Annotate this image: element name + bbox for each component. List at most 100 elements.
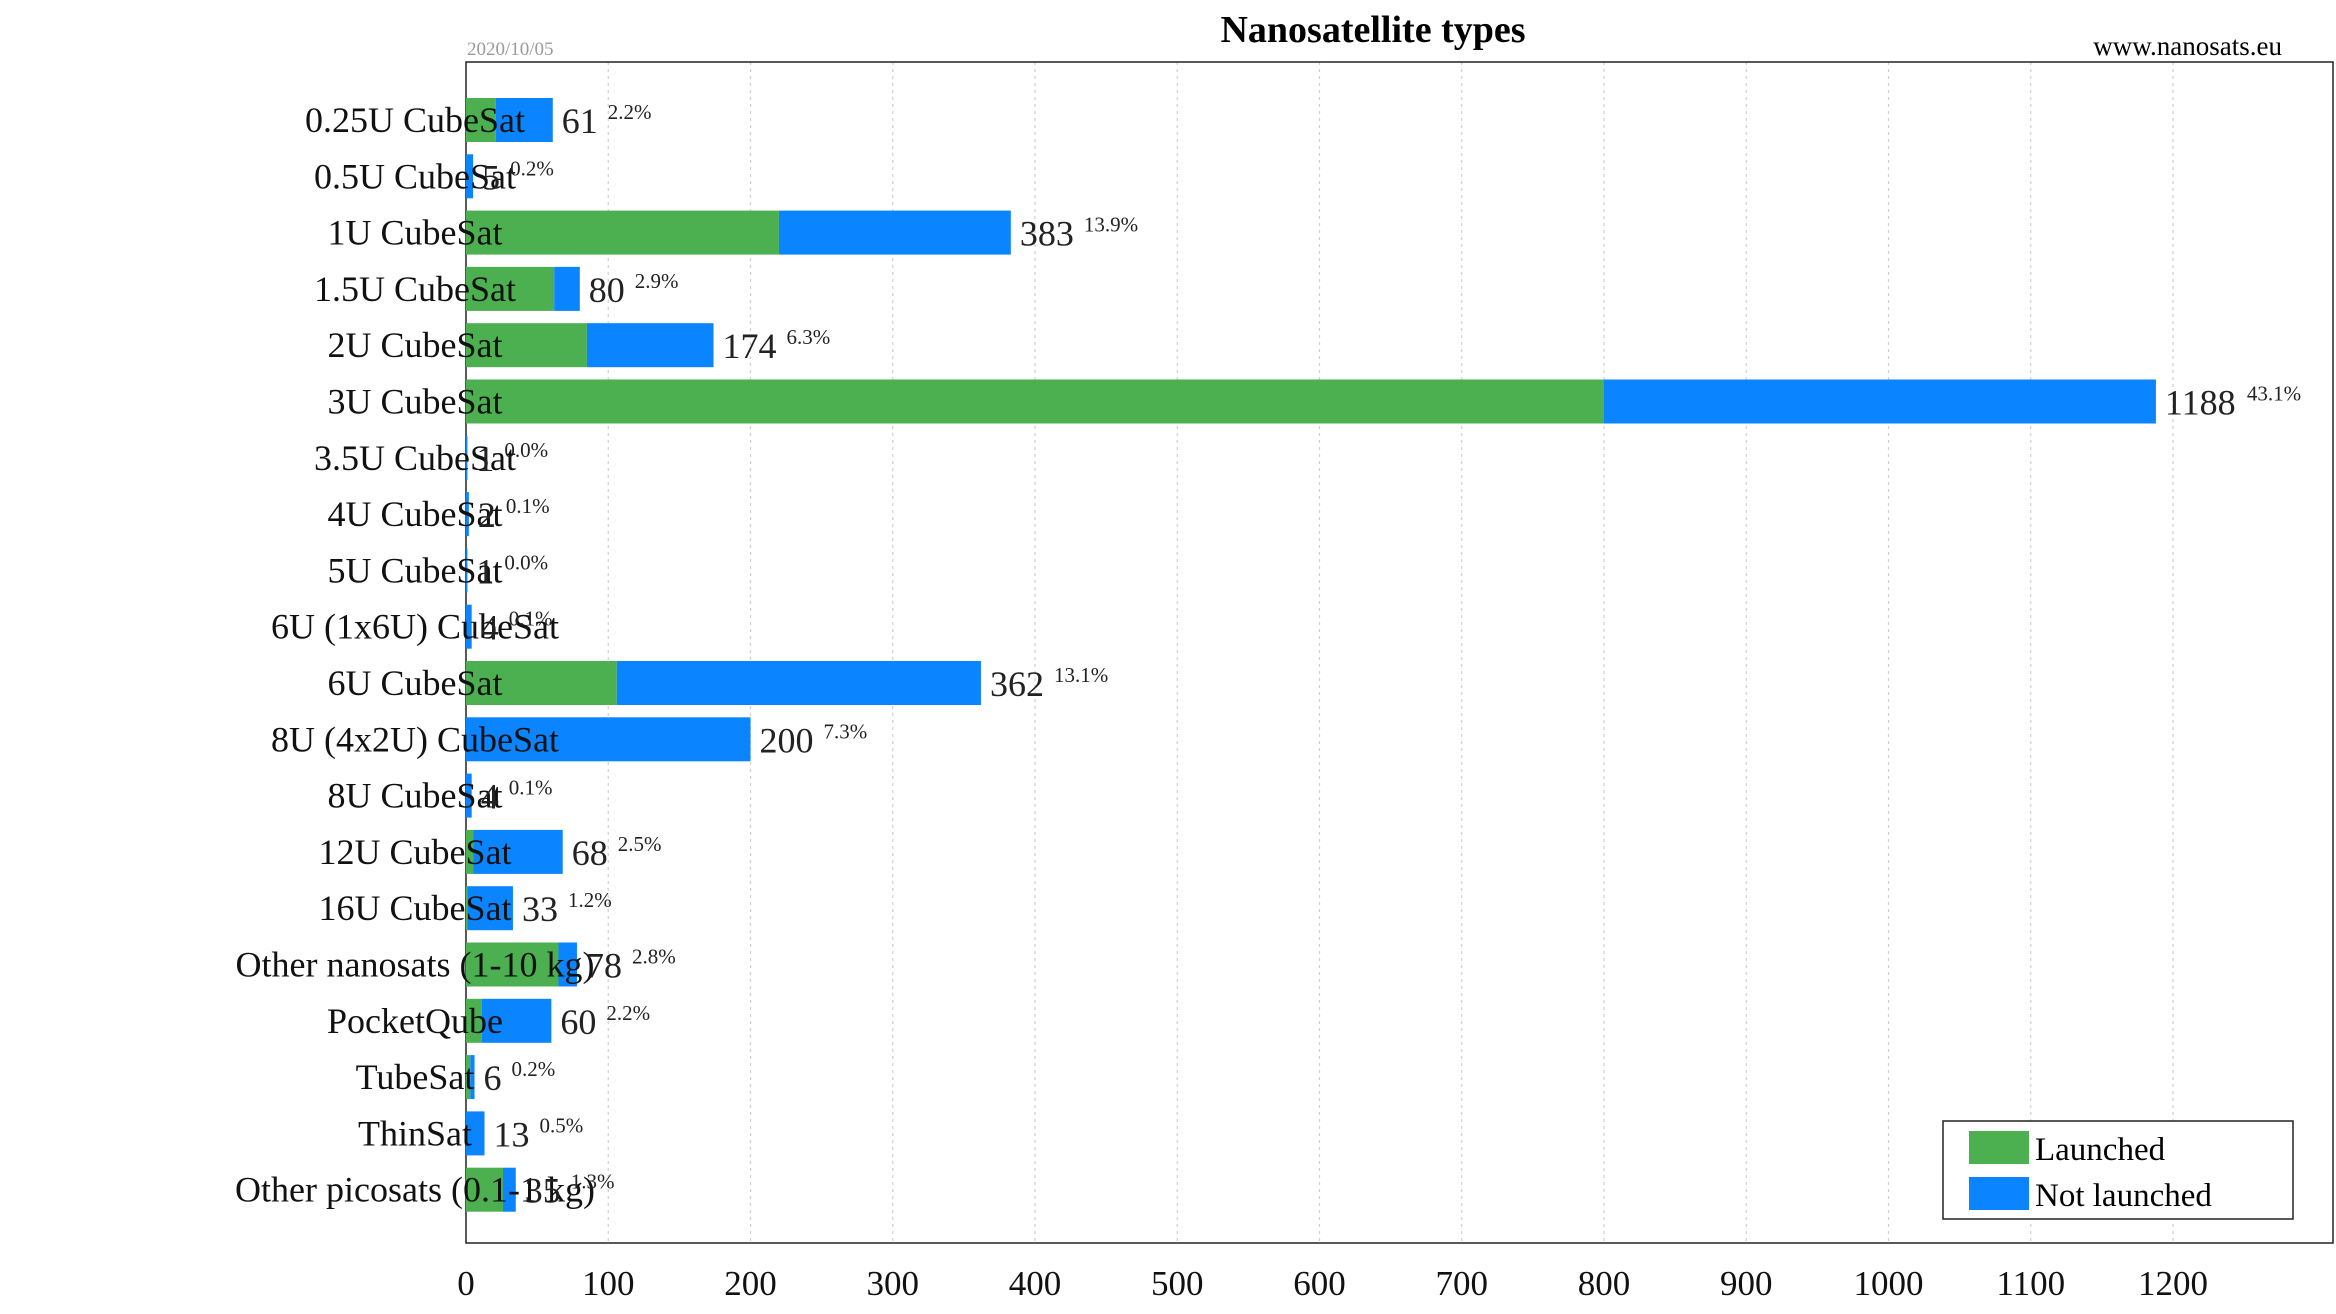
value-label: 1188 — [2165, 383, 2236, 423]
x-tick-label: 300 — [867, 1264, 920, 1303]
value-label: 6 — [484, 1058, 502, 1098]
category-labels: 0.25U CubeSat 0.5U CubeSat 1U CubeSat 1.5U … — [235, 100, 595, 1210]
value-label: 4 — [481, 608, 499, 648]
percent-label: 0.1% — [509, 776, 553, 800]
percent-label: 0.2% — [510, 156, 554, 180]
category-label: 8U CubeSat — [328, 776, 503, 816]
x-tick-label: 600 — [1293, 1264, 1346, 1303]
bar-not-launched-tubesat — [470, 1055, 475, 1100]
x-tick-label: 200 — [724, 1264, 777, 1303]
bar-launched-2u-cubesat — [466, 323, 587, 368]
value-label: 2 — [478, 495, 496, 535]
bar-launched-other-nanosats-1-10-kg — [466, 942, 559, 987]
value-label: 35 — [525, 1171, 561, 1211]
bar-not-launched-6u-1x6u-cubesat — [466, 604, 472, 649]
bar-launched-other-picosats-0-1-1-kg — [466, 1167, 503, 1212]
percent-label: 2.8% — [632, 945, 676, 969]
vertical-grid — [607, 62, 2174, 1243]
percent-label: 2.9% — [635, 269, 679, 293]
bar-launched-1u-cubesat — [466, 210, 779, 255]
source-url[interactable]: www.nanosats.eu — [2093, 31, 2282, 61]
bar-launched-tubesat — [466, 1055, 471, 1100]
value-label: 80 — [589, 270, 625, 310]
value-label: 68 — [572, 833, 608, 873]
category-label: 16U CubeSat — [319, 888, 512, 928]
category-label: 0.5U CubeSat — [314, 156, 516, 196]
bar-launched-pocketqube — [466, 998, 482, 1043]
bar-not-launched-other-nanosats-1-10-kg — [558, 942, 577, 987]
bar-not-launched-1-5u-cubesat — [554, 266, 580, 311]
bar-launched-0-25u-cubesat — [466, 98, 496, 142]
legend-label-not-launched: Not launched — [2035, 1178, 2212, 1214]
chart-title: Nanosatellite types — [1220, 9, 1525, 51]
bar-launched-12u-cubesat — [466, 829, 474, 874]
value-label: 61 — [562, 101, 598, 141]
percent-label: 0.1% — [506, 494, 550, 518]
value-label: 1 — [476, 439, 494, 479]
legend: Launched Not launched — [1942, 1120, 2294, 1220]
bar-not-launched-3-5u-cubesat — [466, 435, 468, 480]
category-label: ThinSat — [358, 1113, 472, 1153]
value-label: 4 — [481, 777, 499, 817]
percent-label: 7.3% — [824, 719, 868, 743]
legend-swatch-launched — [1969, 1131, 2029, 1164]
value-label: 13 — [493, 1114, 529, 1154]
category-label: Other picosats (0.1-1 kg) — [235, 1170, 595, 1210]
percent-label: 43.1% — [2247, 382, 2301, 406]
value-label: 60 — [560, 1002, 596, 1042]
percent-label: 0.5% — [539, 1113, 583, 1137]
bar-not-launched-6u-cubesat — [616, 661, 981, 705]
percent-label: 0.0% — [504, 438, 548, 462]
category-label: 4U CubeSat — [328, 494, 503, 534]
category-label: 5U CubeSat — [328, 550, 503, 590]
percent-label: 1.3% — [571, 1170, 615, 1194]
category-label: 6U (1x6U) CubeSat — [271, 607, 559, 647]
bar-not-launched-pocketqube — [481, 998, 552, 1043]
bar-not-launched-3u-cubesat — [1604, 379, 2156, 424]
value-label: 1 — [476, 551, 494, 591]
value-labels: 61 2.2%5 0.2%383 13.9%80 2.9%174 6.3%1188 43.1… — [476, 100, 2301, 1211]
percent-label: 13.1% — [1054, 663, 1108, 687]
value-label: 383 — [1020, 214, 1074, 254]
bar-not-launched-0-5u-cubesat — [466, 154, 474, 199]
bars-group — [466, 98, 2156, 1212]
category-label: 6U CubeSat — [328, 663, 503, 703]
value-label: 174 — [723, 326, 777, 366]
bar-not-launched-12u-cubesat — [473, 829, 563, 874]
x-tick-label: 0 — [457, 1264, 475, 1303]
percent-label: 2.2% — [608, 100, 652, 124]
category-label: 1.5U CubeSat — [314, 269, 516, 309]
bar-not-launched-thinsat — [466, 1111, 485, 1156]
plot-frame — [465, 61, 2334, 1244]
category-label: 3.5U CubeSat — [314, 438, 516, 478]
x-tick-label: 700 — [1436, 1264, 1489, 1303]
category-label: 0.25U CubeSat — [305, 100, 525, 140]
value-label: 200 — [760, 720, 814, 760]
bar-not-launched-other-picosats-0-1-1-kg — [502, 1167, 516, 1212]
bar-not-launched-0-25u-cubesat — [495, 98, 553, 142]
bar-not-launched-5u-cubesat — [466, 548, 468, 593]
bar-not-launched-8u-4x2u-cubesat — [466, 717, 751, 762]
category-label: 3U CubeSat — [328, 382, 503, 422]
category-label: Other nanosats (1-10 kg) — [236, 945, 595, 985]
category-label: 12U CubeSat — [319, 832, 512, 872]
percent-label: 1.2% — [568, 888, 612, 912]
category-label: 8U (4x2U) CubeSat — [271, 719, 559, 759]
x-tick-label: 100 — [582, 1264, 635, 1303]
value-label: 78 — [586, 946, 622, 986]
percent-label: 0.1% — [509, 607, 553, 631]
category-label: 1U CubeSat — [328, 213, 503, 253]
legend-swatch-not-launched — [1969, 1177, 2029, 1210]
category-label: PocketQube — [327, 1001, 503, 1041]
bar-not-launched-16u-cubesat — [467, 886, 513, 931]
bar-not-launched-4u-cubesat — [466, 492, 469, 537]
x-tick-label: 800 — [1578, 1264, 1631, 1303]
percent-label: 2.5% — [618, 832, 662, 856]
bar-launched-16u-cubesat — [466, 886, 468, 931]
category-label: TubeSat — [356, 1057, 475, 1097]
percent-label: 0.0% — [504, 550, 548, 574]
bar-not-launched-1u-cubesat — [778, 210, 1011, 255]
bar-launched-6u-cubesat — [466, 661, 617, 705]
bar-not-launched-2u-cubesat — [586, 323, 714, 368]
